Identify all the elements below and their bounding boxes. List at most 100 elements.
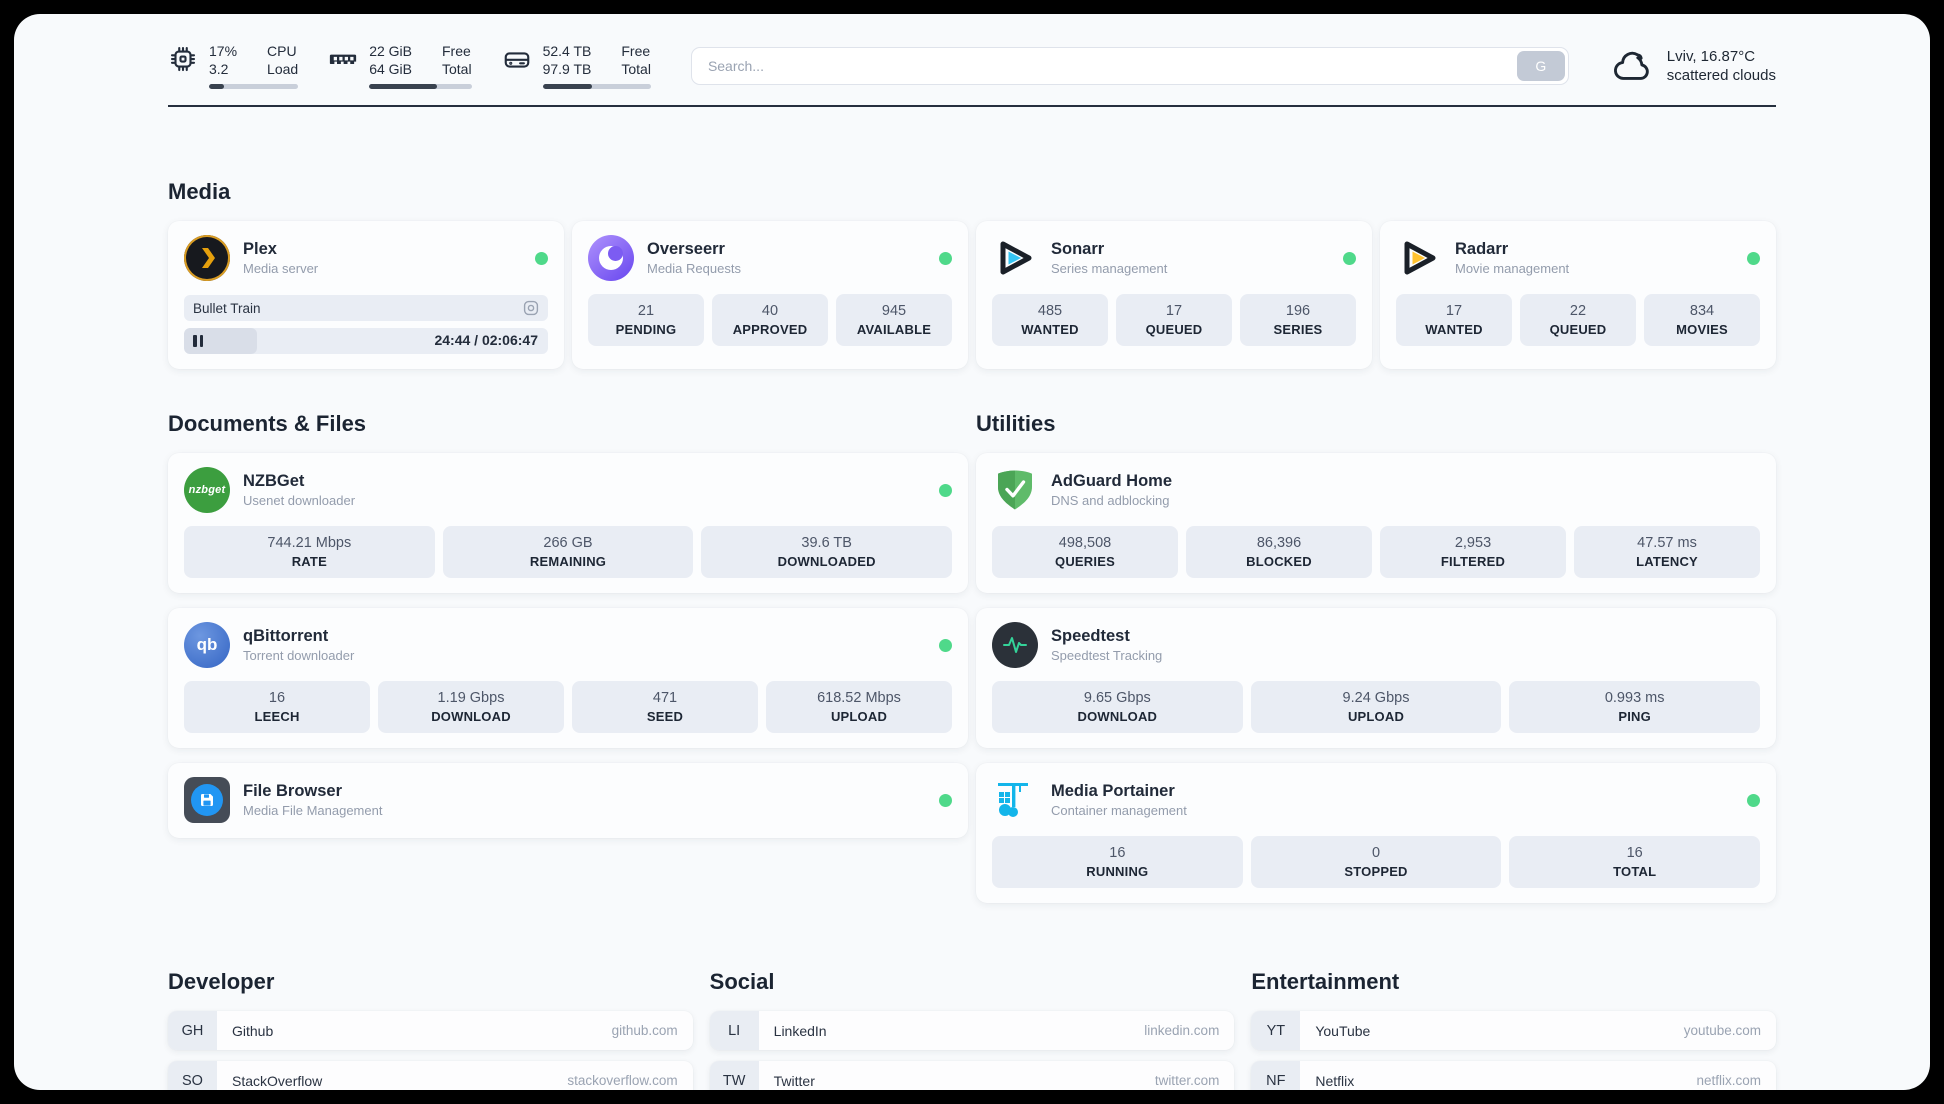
stat-blocked: 86,396 BLOCKED [1186,526,1372,578]
bookmark-github[interactable]: GH Github github.com [168,1011,693,1050]
app-card-sonarr[interactable]: Sonarr Series management 485 WANTED 17 QUE… [976,221,1372,369]
stat-stopped: 0 STOPPED [1250,836,1502,888]
app-name: Media Portainer [1051,782,1175,800]
app-card-overseerr[interactable]: Overseerr Media Requests 21 PENDING 40 APP… [572,221,968,369]
app-name: Speedtest [1051,627,1130,645]
section-title-social: Social [709,969,775,994]
disk-progress-bar [542,84,651,89]
status-dot [1747,251,1760,265]
app-desc: Media File Management [243,803,383,818]
utilities-column: AdGuard Home DNS and adblocking 498,508 Q… [976,453,1776,903]
search-input[interactable] [690,46,1569,85]
bookmark-abbr: SO [168,1061,217,1090]
stat-movies: 834 MOVIES [1644,294,1760,346]
disk-values: 52.4 TB 97.9 TB [542,43,592,77]
stat-queries: 498,508 QUERIES [992,526,1178,578]
bookmark-name: StackOverflow [232,1072,323,1089]
bookmark-youtube[interactable]: YT YouTube youtube.com [1251,1011,1776,1050]
app-name: qBittorrent [243,627,329,645]
playback-progress-bar[interactable]: 24:44 / 02:06:47 [184,328,548,354]
system-stats: 17% 3.2 CPU Load [168,42,651,89]
disk-stat: 52.4 TB 97.9 TB Free Total [502,42,651,89]
weather-location: Lviv, 16.87°C [1666,47,1756,65]
overseerr-icon [588,235,634,281]
stat-available: 945 AVAILABLE [836,294,952,346]
status-dot [939,483,952,497]
ram-labels: Free Total [442,43,472,77]
status-dot [1343,251,1356,265]
app-card-adguard[interactable]: AdGuard Home DNS and adblocking 498,508 Q… [976,453,1776,593]
app-name: Overseerr [647,240,725,258]
disk-labels: Free Total [621,43,651,77]
bookmark-linkedin[interactable]: LI LinkedIn linkedin.com [709,1011,1235,1050]
bookmark-abbr: NF [1251,1061,1301,1090]
bookmark-name: Netflix [1315,1072,1355,1089]
cpu-stat: 17% 3.2 CPU Load [168,42,299,89]
bookmark-netflix[interactable]: NF Netflix netflix.com [1251,1061,1776,1090]
stat-running: 16 RUNNING [992,836,1243,888]
filebrowser-icon [184,777,230,823]
app-desc: Series management [1051,261,1168,276]
nzbget-icon: nzbget [184,467,230,513]
app-card-filebrowser[interactable]: File Browser Media File Management [168,763,968,838]
app-card-portainer[interactable]: Media Portainer Container management 16 R… [976,763,1776,903]
stat-ping: 0.993 ms PING [1509,681,1761,733]
ram-progress-bar [369,84,472,89]
cloud-icon [1613,51,1649,80]
stat-latency: 47.57 ms LATENCY [1574,526,1760,578]
stat-filtered: 2,953 FILTERED [1380,526,1566,578]
radarr-icon [1396,235,1442,281]
app-desc: Torrent downloader [243,648,355,663]
section-title-media: Media [168,179,231,204]
app-desc: Movie management [1455,261,1570,276]
app-card-plex[interactable]: Plex Media server Bullet Train 24:44 / 0… [168,221,564,369]
bookmark-url: youtube.com [1683,1023,1761,1038]
stat-remaining: 266 GB REMAINING [442,526,694,578]
stat-queued: 22 QUEUED [1520,294,1636,346]
section-title-utilities: Utilities [976,411,1056,436]
stat-downloaded: 39.6 TB DOWNLOADED [701,526,953,578]
stat-upload: 618.52 Mbps UPLOAD [766,681,952,733]
adguard-icon [992,467,1038,513]
app-card-nzbget[interactable]: nzbget NZBGet Usenet downloader 744.21 M… [168,453,968,593]
stat-leech: 16 LEECH [184,681,370,733]
app-desc: Container management [1051,803,1187,818]
status-dot [939,251,952,265]
stat-rate: 744.21 Mbps RATE [184,526,435,578]
ram-values: 22 GiB 64 GiB [369,43,412,77]
app-desc: Speedtest Tracking [1051,648,1163,663]
pause-icon[interactable] [193,335,203,347]
bookmark-twitter[interactable]: TW Twitter twitter.com [709,1061,1235,1090]
ram-icon [330,54,357,64]
cpu-labels: CPU Load [267,43,299,77]
cpu-progress-bar [209,84,299,89]
video-icon [523,300,539,316]
bookmark-name: Github [232,1022,274,1039]
section-title-documents: Documents & Files [168,411,367,436]
status-dot [939,793,952,807]
bookmark-stackoverflow[interactable]: SO StackOverflow stackoverflow.com [168,1061,693,1090]
app-name: AdGuard Home [1051,472,1173,490]
qbittorrent-icon: qb [184,622,230,668]
status-dot [939,638,952,652]
stat-pending: 21 PENDING [588,294,704,346]
app-desc: Usenet downloader [243,493,356,508]
plex-icon [184,235,230,281]
weather-condition: scattered clouds [1666,66,1776,84]
bookmark-url: netflix.com [1696,1073,1761,1088]
ram-stat: 22 GiB 64 GiB Free Total [328,42,472,89]
app-card-radarr[interactable]: Radarr Movie management 17 WANTED 22 QUEUE… [1380,221,1776,369]
app-name: Plex [243,240,277,258]
app-card-speedtest[interactable]: Speedtest Speedtest Tracking 9.65 Gbps DO… [976,608,1776,748]
app-desc: Media Requests [647,261,741,276]
bookmark-abbr: LI [709,1011,759,1050]
bookmark-name: Twitter [773,1072,815,1089]
app-card-qbittorrent[interactable]: qb qBittorrent Torrent downloader 16 LEEC… [168,608,968,748]
entertainment-bookmarks: YT YouTube youtube.com NF Netflix netfli… [1251,1011,1776,1090]
bookmark-abbr: GH [168,1011,217,1050]
social-bookmarks: LI LinkedIn linkedin.com TW Twitter twit… [709,1011,1235,1090]
bookmark-abbr: YT [1251,1011,1301,1050]
bookmark-name: LinkedIn [773,1022,827,1039]
app-name: NZBGet [243,472,305,490]
search-engine-button[interactable]: G [1516,50,1565,81]
